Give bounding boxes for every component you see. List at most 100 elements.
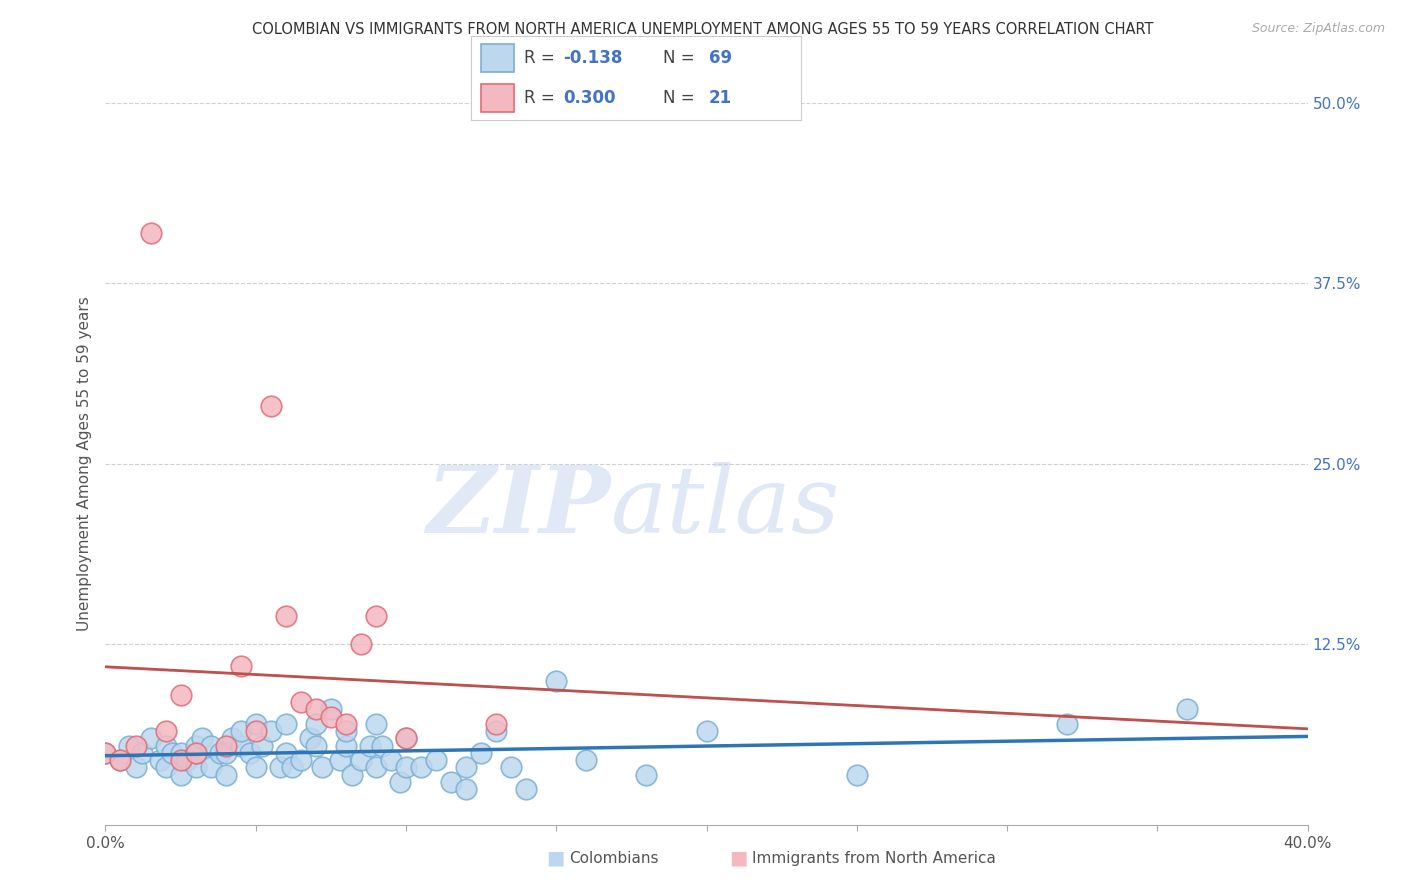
Point <box>364 608 387 623</box>
Point <box>364 760 387 774</box>
Point <box>169 746 191 760</box>
Point <box>845 767 868 781</box>
Point <box>380 753 402 767</box>
Point <box>371 739 394 753</box>
FancyBboxPatch shape <box>481 45 515 72</box>
Point <box>229 724 252 739</box>
Text: atlas: atlas <box>610 462 839 552</box>
Point <box>260 724 283 739</box>
Point <box>124 760 146 774</box>
Point <box>214 746 236 760</box>
Point <box>311 760 333 774</box>
Point <box>131 746 153 760</box>
Point <box>425 753 447 767</box>
Text: N =: N = <box>662 49 700 67</box>
Point <box>200 760 222 774</box>
Point <box>221 731 243 746</box>
Point <box>208 746 231 760</box>
Point <box>281 760 304 774</box>
Point <box>269 760 291 774</box>
Point <box>359 739 381 753</box>
Text: ■: ■ <box>546 848 565 868</box>
Point <box>274 717 297 731</box>
Point <box>440 774 463 789</box>
Point <box>470 746 492 760</box>
Point <box>250 739 273 753</box>
Point <box>139 226 162 240</box>
Point <box>169 767 191 781</box>
Point <box>124 739 146 753</box>
Point <box>305 739 328 753</box>
Point <box>214 739 236 753</box>
Point <box>340 767 363 781</box>
Point <box>184 746 207 760</box>
Text: R =: R = <box>524 49 560 67</box>
Text: 21: 21 <box>709 89 733 107</box>
Text: Colombians: Colombians <box>569 851 659 865</box>
Point <box>456 781 478 797</box>
Point <box>1177 702 1199 716</box>
Text: Source: ZipAtlas.com: Source: ZipAtlas.com <box>1251 22 1385 36</box>
Point <box>290 753 312 767</box>
FancyBboxPatch shape <box>481 84 515 112</box>
Point <box>274 608 297 623</box>
Text: COLOMBIAN VS IMMIGRANTS FROM NORTH AMERICA UNEMPLOYMENT AMONG AGES 55 TO 59 YEAR: COLOMBIAN VS IMMIGRANTS FROM NORTH AMERI… <box>252 22 1154 37</box>
Point <box>214 767 236 781</box>
Point <box>274 746 297 760</box>
Text: ■: ■ <box>728 848 748 868</box>
Point <box>395 731 418 746</box>
Y-axis label: Unemployment Among Ages 55 to 59 years: Unemployment Among Ages 55 to 59 years <box>76 296 91 632</box>
Point <box>546 673 568 688</box>
Point <box>305 717 328 731</box>
Point <box>110 753 132 767</box>
Point <box>155 724 177 739</box>
Point <box>485 724 508 739</box>
Point <box>184 746 207 760</box>
Point <box>290 695 312 709</box>
Point <box>364 717 387 731</box>
Point <box>239 746 262 760</box>
Text: Immigrants from North America: Immigrants from North America <box>752 851 995 865</box>
Point <box>319 710 342 724</box>
Point <box>456 760 478 774</box>
Point <box>575 753 598 767</box>
Point <box>485 717 508 731</box>
Text: R =: R = <box>524 89 560 107</box>
Point <box>229 659 252 673</box>
Point <box>515 781 537 797</box>
Point <box>319 702 342 716</box>
Text: 69: 69 <box>709 49 733 67</box>
Point <box>139 731 162 746</box>
Point <box>245 724 267 739</box>
Point <box>245 760 267 774</box>
Point <box>501 760 523 774</box>
Point <box>148 753 170 767</box>
Text: N =: N = <box>662 89 700 107</box>
Point <box>260 399 283 413</box>
Point <box>94 746 117 760</box>
Point <box>335 724 357 739</box>
Point <box>395 760 418 774</box>
Point <box>1056 717 1078 731</box>
Point <box>305 702 328 716</box>
Point <box>110 753 132 767</box>
Point <box>155 739 177 753</box>
Point <box>245 717 267 731</box>
Text: -0.138: -0.138 <box>564 49 623 67</box>
Point <box>350 637 373 651</box>
Point <box>184 739 207 753</box>
Point <box>298 731 321 746</box>
Point <box>335 717 357 731</box>
Point <box>155 760 177 774</box>
Point <box>118 739 141 753</box>
Point <box>350 753 373 767</box>
Point <box>160 746 183 760</box>
Point <box>388 774 411 789</box>
Point <box>169 753 191 767</box>
Point <box>190 731 212 746</box>
Point <box>184 760 207 774</box>
Point <box>94 746 117 760</box>
Text: ZIP: ZIP <box>426 462 610 552</box>
Text: 0.300: 0.300 <box>564 89 616 107</box>
Point <box>636 767 658 781</box>
